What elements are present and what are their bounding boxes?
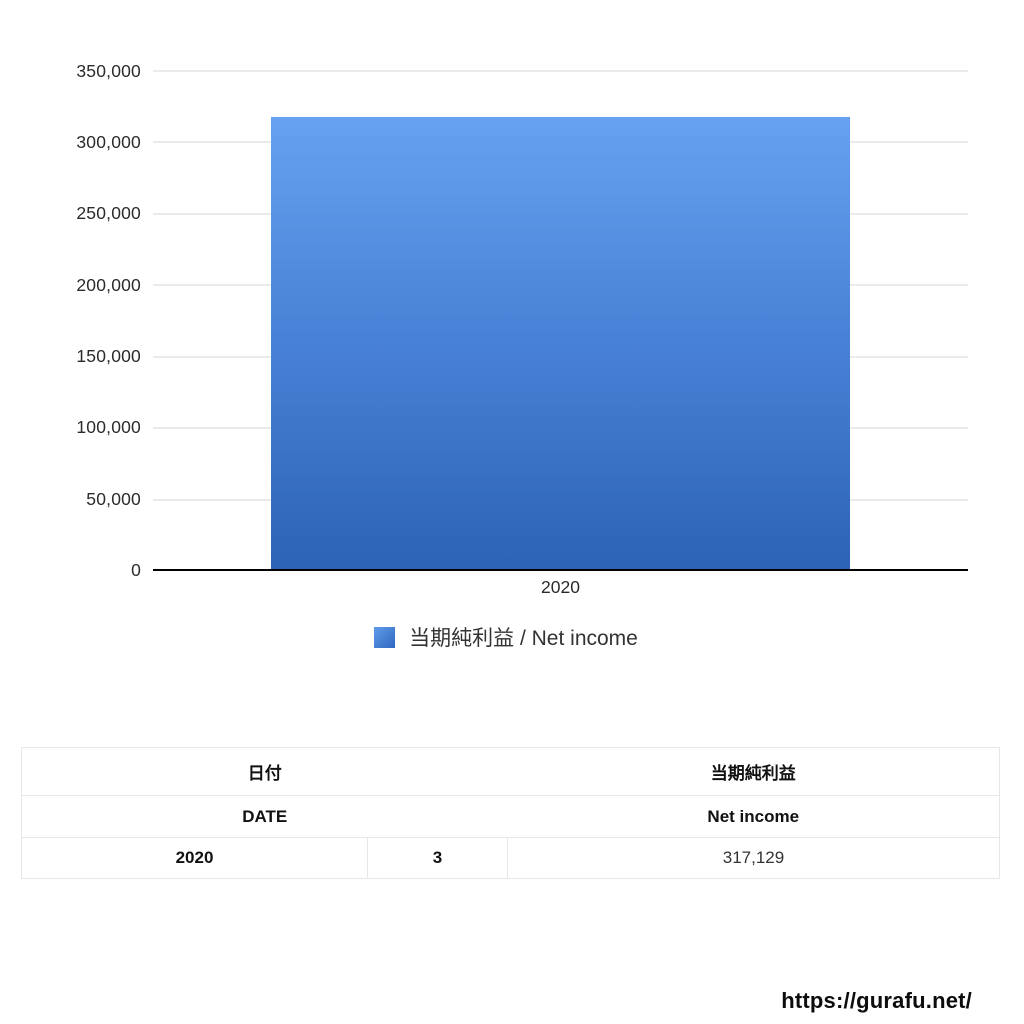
y-axis-tick-label: 150,000 <box>76 346 141 366</box>
net-income-bar <box>271 117 850 570</box>
site-url-watermark: https://gurafu.net/ <box>781 988 972 1013</box>
table-cell-month: 3 <box>367 837 508 879</box>
table-header-date-jp: 日付 <box>21 747 508 796</box>
table-header-row-en: DATE Net income <box>21 795 1000 838</box>
table-header-row-jp: 日付 当期純利益 <box>21 747 1000 796</box>
table-cell-year: 2020 <box>21 837 368 879</box>
y-axis-tick-label: 200,000 <box>76 275 141 295</box>
y-axis-tick-label: 100,000 <box>76 417 141 437</box>
data-table: 日付 当期純利益 DATE Net income 2020 3 317,129 <box>21 747 1000 879</box>
table-header-date-en: DATE <box>21 795 508 838</box>
y-axis-tick-label: 0 <box>131 560 141 580</box>
y-axis-tick-label: 50,000 <box>86 489 141 509</box>
legend-swatch-icon <box>374 626 396 648</box>
chart-legend: 当期純利益 / Net income <box>0 622 1012 652</box>
table-header-value-jp: 当期純利益 <box>507 747 1000 796</box>
legend-label: 当期純利益 / Net income <box>409 627 638 650</box>
table-header-value-en: Net income <box>507 795 1000 838</box>
y-axis-tick-label: 300,000 <box>76 132 141 152</box>
y-axis-tick-label: 250,000 <box>76 203 141 223</box>
x-axis-line <box>153 569 968 571</box>
y-axis-tick-label: 350,000 <box>76 61 141 81</box>
table-cell-net-income: 317,129 <box>507 837 1000 879</box>
table-row: 2020 3 317,129 <box>21 837 1000 879</box>
gridline <box>153 70 968 72</box>
x-axis-tick-label: 2020 <box>541 577 580 597</box>
